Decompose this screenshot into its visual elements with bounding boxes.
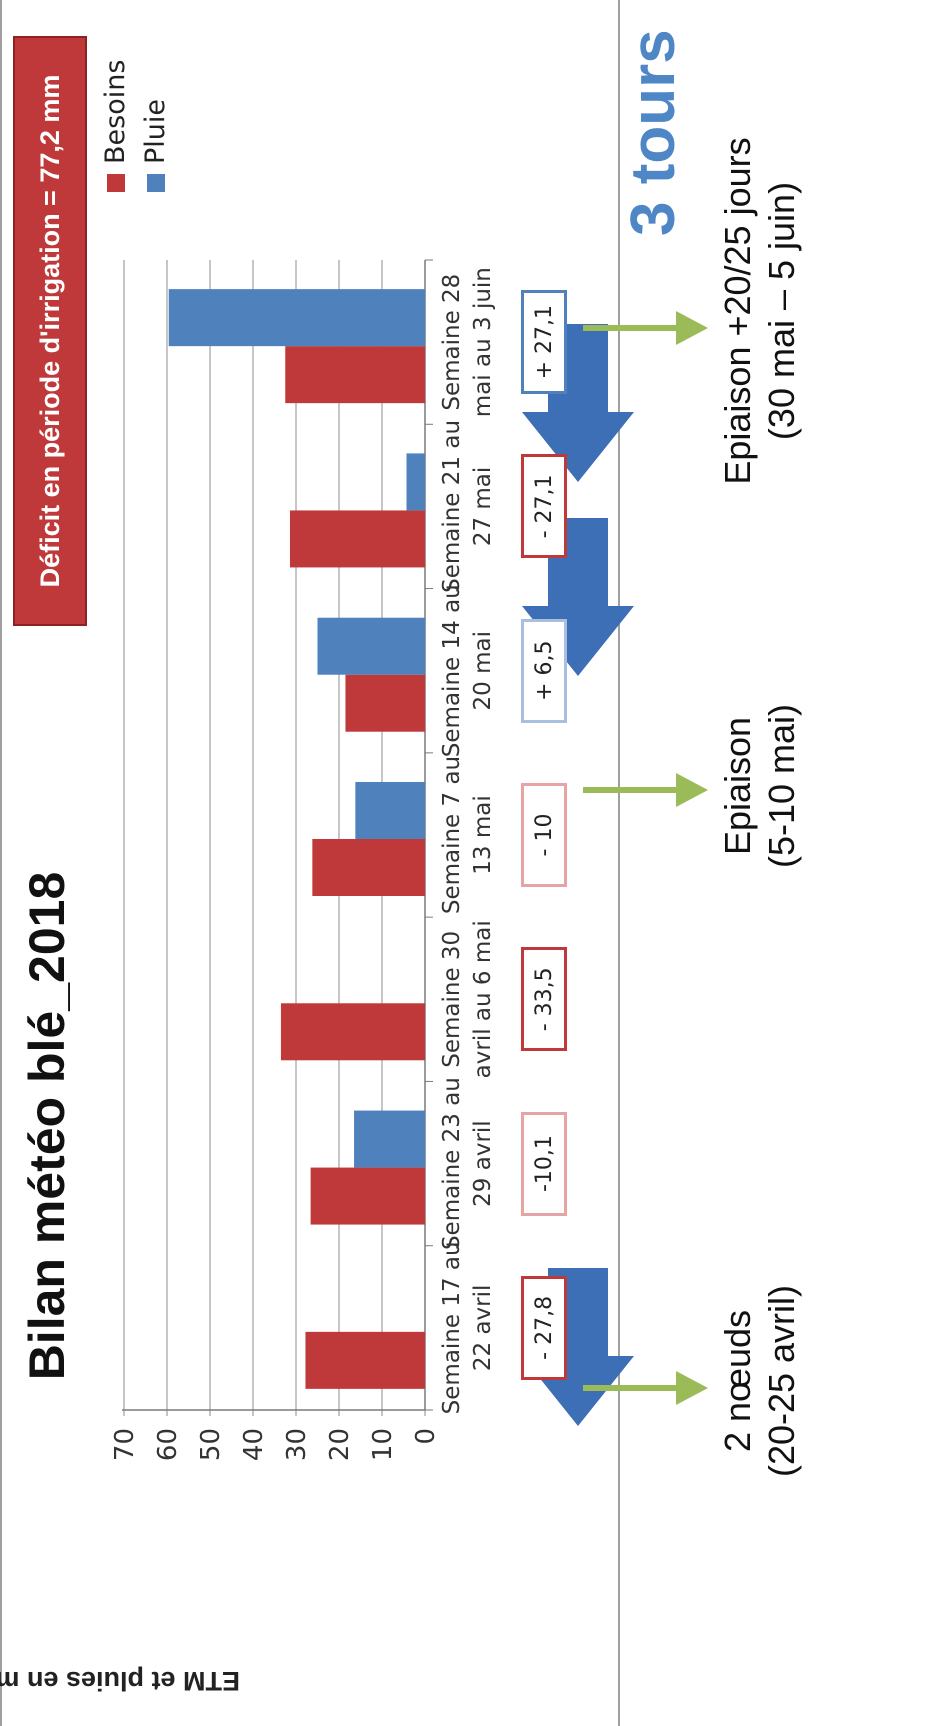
bar-pluie	[168, 289, 425, 347]
bar-pluie	[354, 1110, 425, 1168]
legend-pluie-label: Pluie	[140, 98, 171, 164]
bar-besoins	[305, 1331, 425, 1389]
x-tick-label: Semaine 23 au	[439, 1077, 465, 1250]
y-tick-label: 20	[325, 1428, 355, 1461]
y-tick-label: 0	[411, 1428, 441, 1445]
bar-besoins	[289, 510, 426, 568]
stage-label-dates: (5-10 mai)	[761, 703, 802, 869]
green-arrow-icon	[676, 773, 708, 807]
x-tick-label: 20 mai	[470, 631, 496, 710]
bar-pluie	[406, 453, 426, 511]
balance-box: + 27,1	[521, 290, 567, 395]
x-tick-label: Semaine 21 au	[439, 420, 465, 593]
y-tick-label: 50	[196, 1428, 226, 1461]
bar-besoins	[285, 346, 425, 404]
green-arrow-icon	[676, 1371, 708, 1405]
stage-label-dates: (30 mai – 5 juin)	[761, 181, 802, 441]
y-tick-label: 40	[239, 1428, 269, 1461]
stage-label-name: Epiaison	[717, 716, 758, 856]
tours-label: 3 tours	[619, 29, 688, 236]
bar-besoins	[280, 1003, 426, 1061]
legend-besoins-swatch	[106, 174, 125, 192]
bar-besoins	[345, 674, 426, 732]
x-tick-label: 29 avril	[470, 1120, 496, 1207]
x-tick-label: 27 mai	[470, 467, 496, 546]
legend-pluie: Pluie	[140, 99, 171, 192]
legend-pluie-swatch	[146, 174, 165, 192]
balance-box: - 27,8	[521, 1275, 567, 1380]
balance-box: -10,1	[521, 1111, 567, 1216]
stage-label: 2 nœuds (20-25 avril)	[716, 1131, 804, 1631]
bar-besoins	[310, 1167, 425, 1225]
balance-box: + 6,5	[521, 618, 567, 723]
bar-pluie	[317, 617, 425, 675]
x-tick-label: mai au 3 juin	[470, 267, 496, 417]
y-tick-label: 10	[368, 1428, 398, 1461]
x-tick-label: Semaine 28	[439, 274, 465, 411]
x-tick-label: 22 avril	[470, 1285, 496, 1372]
x-tick-label: Semaine 14 au	[439, 584, 465, 757]
bar-besoins	[312, 839, 425, 896]
x-tick-label: 13 mai	[470, 795, 496, 874]
stage-label: Epiaison (5-10 mai)	[716, 536, 804, 1036]
legend-besoins-label: Besoins	[100, 59, 131, 164]
y-tick-label: 60	[153, 1428, 183, 1461]
stage-label-name: 2 nœuds	[717, 1309, 758, 1453]
x-tick-label: avril au 6 mai	[470, 920, 496, 1078]
x-tick-label: Semaine 7 au	[439, 756, 465, 914]
y-tick-label: 70	[110, 1428, 140, 1461]
legend-besoins: Besoins	[100, 60, 131, 192]
x-tick-label: Semaine 30	[439, 931, 465, 1068]
bar-pluie	[355, 782, 425, 839]
stage-label: Epiaison +20/25 jours (30 mai – 5 juin)	[716, 61, 804, 561]
x-tick-label: Semaine 17 au	[439, 1241, 465, 1414]
balance-box: - 27,1	[521, 454, 567, 559]
y-tick-label: 30	[282, 1428, 312, 1461]
stage-label-dates: (20-25 avril)	[761, 1284, 802, 1478]
stage-label-name: Epiaison +20/25 jours	[717, 137, 758, 485]
balance-box: - 10	[521, 783, 567, 887]
green-arrow-icon	[676, 311, 708, 345]
balance-box: - 33,5	[521, 947, 567, 1052]
